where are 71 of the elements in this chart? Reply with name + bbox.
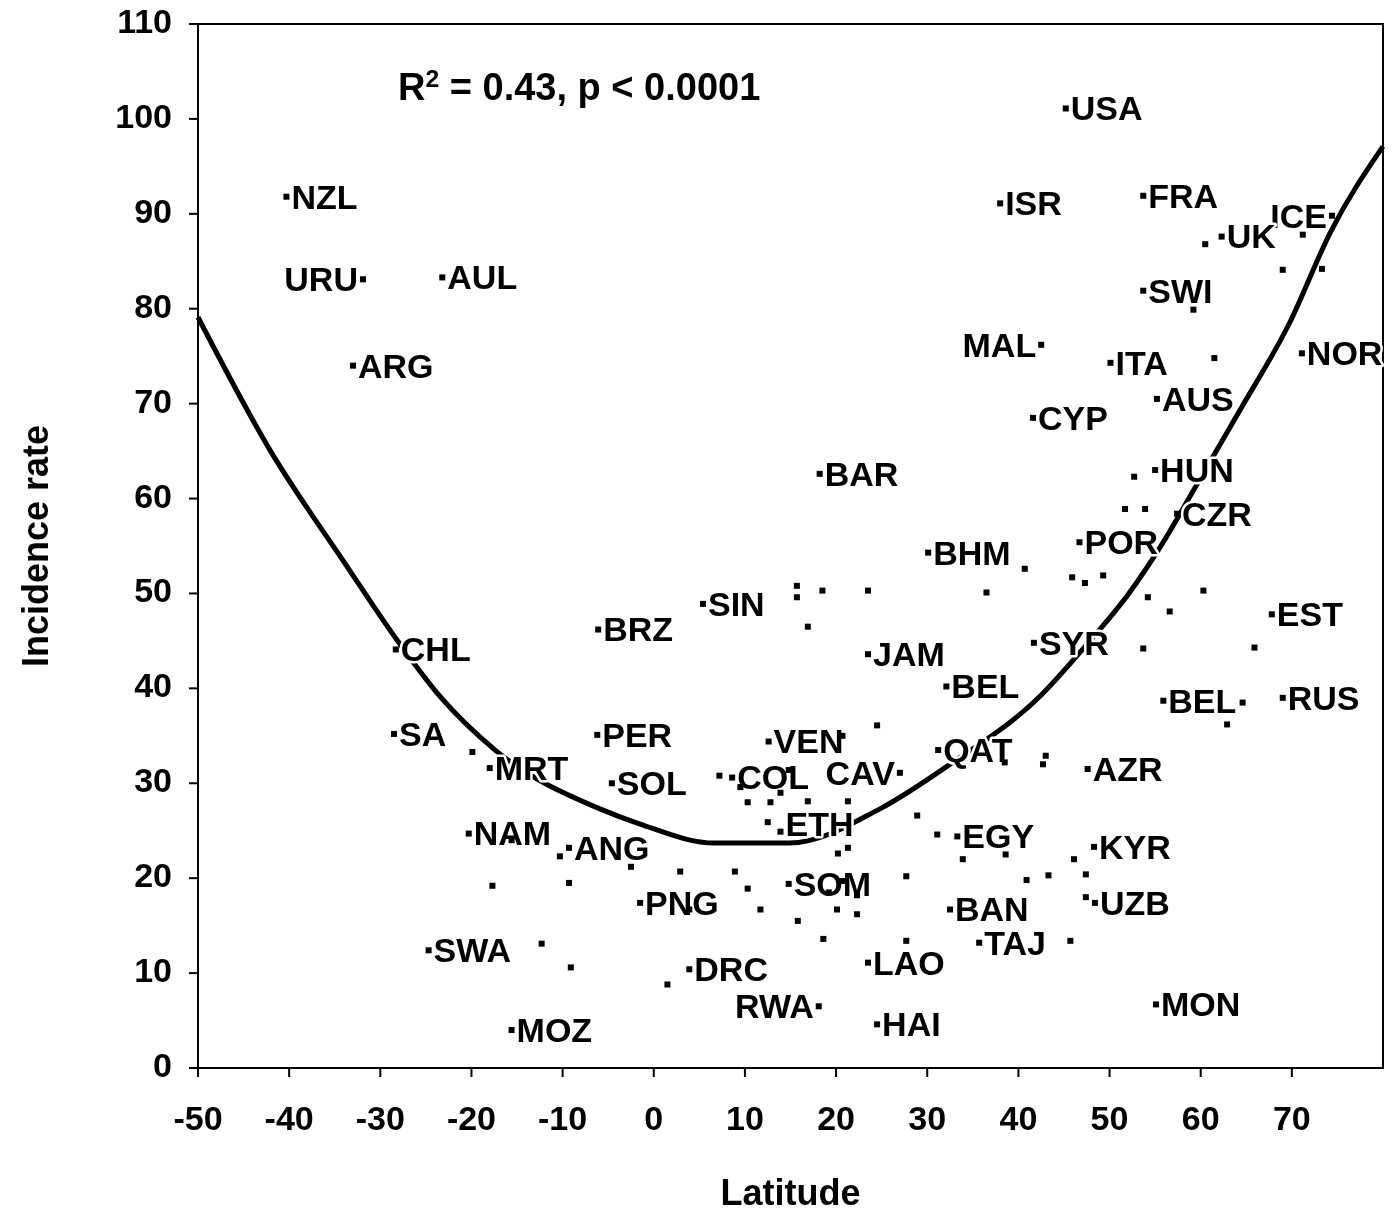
y-tick-label: 30 (134, 761, 172, 800)
annotation: ANG (574, 828, 650, 867)
annotation: R$^{2}$ = 0.43, p < 0.0001 (398, 64, 761, 108)
y-tick-label: 110 (117, 1, 172, 40)
y-tick-label: 90 (134, 191, 172, 230)
annotation: RUS (1287, 678, 1360, 717)
x-tick-label: 60 (1181, 1099, 1220, 1137)
annotation: ITA (1115, 343, 1168, 382)
x-tick-label: -20 (446, 1099, 497, 1137)
annotation: EST (1276, 595, 1344, 634)
annotation: AUS (1161, 379, 1234, 418)
annotation: LAO (872, 943, 945, 982)
annotation: FRA (1148, 176, 1219, 215)
x-tick-label: 0 (644, 1099, 664, 1137)
annotation: ARG (357, 346, 434, 385)
x-tick-label: -10 (538, 1099, 588, 1137)
annotation: AUL (447, 258, 518, 297)
annotation: SOL (616, 764, 687, 803)
annotation: BAR (824, 454, 899, 493)
annotation: RWA (735, 987, 814, 1026)
y-tick-label: 20 (134, 856, 172, 895)
y-tick-label: 70 (134, 381, 172, 420)
annotation: SWA (433, 931, 512, 970)
annotation: MON (1161, 985, 1241, 1024)
annotation: ISR (1005, 184, 1062, 223)
annotation: SIN (707, 584, 765, 623)
annotation: PNG (645, 883, 719, 922)
annotation: BHM (933, 533, 1011, 572)
x-tick-label: 30 (908, 1099, 947, 1137)
annotation: SOM (793, 864, 872, 903)
annotation: KYR (1099, 827, 1171, 866)
annotation: BRZ (603, 610, 674, 649)
annotation: COL (737, 758, 809, 797)
x-tick-label: 20 (817, 1099, 855, 1137)
annotation: BEL (951, 667, 1020, 706)
x-tick-label: 50 (1090, 1099, 1129, 1137)
x-tick-label: -40 (264, 1099, 314, 1137)
y-tick-label: 50 (134, 571, 172, 610)
annotation: NZL (291, 177, 358, 216)
y-tick-label: 40 (134, 666, 172, 705)
annotation: MAL (962, 325, 1037, 364)
annotation: MOZ (516, 1010, 593, 1049)
annotation: CYP (1037, 398, 1108, 437)
annotation: USA (1070, 89, 1143, 128)
annotation: HAI (882, 1005, 941, 1044)
x-tick-label: -30 (355, 1099, 405, 1137)
annotation: SA (398, 714, 447, 753)
annotation: NOR (1306, 334, 1383, 373)
annotation: AZR (1092, 749, 1163, 788)
y-tick-label: 80 (134, 286, 172, 325)
x-tick-label: 10 (726, 1099, 764, 1137)
y-tick-label: 60 (134, 476, 172, 515)
annotation: BEL (1168, 681, 1237, 720)
annotation: EGY (962, 817, 1035, 856)
annotation: DRC (694, 950, 768, 989)
x-tick-label: 70 (1272, 1099, 1311, 1137)
annotation: UZB (1099, 883, 1170, 922)
y-tick-label: 10 (134, 951, 172, 990)
annotation: PER (602, 715, 673, 754)
annotation: JAM (872, 635, 945, 674)
x-axis-title: Latitude (720, 1172, 861, 1213)
annotation: SWI (1148, 271, 1213, 310)
annotation: CZR (1181, 494, 1252, 533)
y-tick-label: 100 (115, 96, 172, 135)
x-tick-label: 40 (999, 1099, 1038, 1137)
annotation: POR (1084, 523, 1159, 562)
y-axis-title: Incidence rate (15, 424, 56, 668)
annotation: NAM (473, 814, 552, 853)
annotation: URU (284, 260, 358, 299)
x-tick-label: -50 (173, 1099, 223, 1137)
y-tick-label: 0 (153, 1045, 172, 1084)
